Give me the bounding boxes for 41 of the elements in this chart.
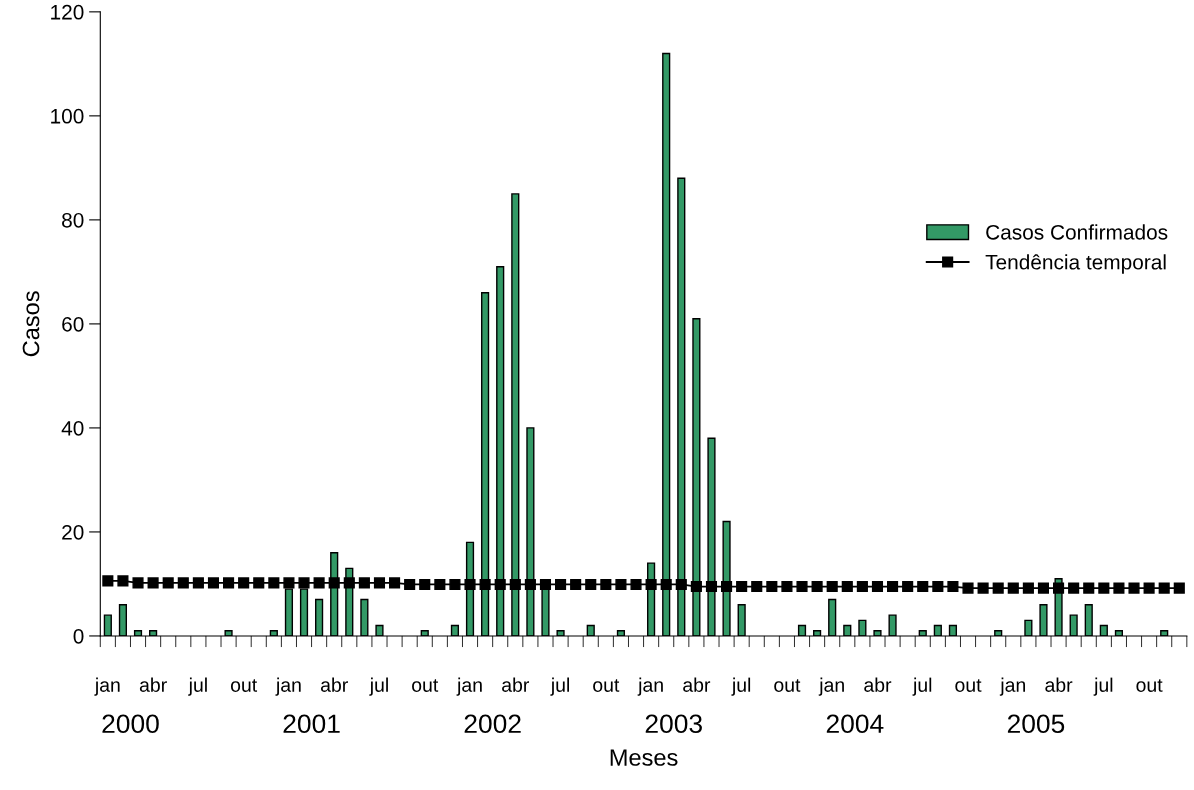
x-tick-label: jan <box>456 677 482 696</box>
x-tick-label: jan <box>275 677 301 696</box>
x-tick-label: jul <box>550 677 569 696</box>
legend-label: Casos Confirmados <box>986 224 1168 240</box>
text: 2005 <box>1007 714 1065 734</box>
x-tick-label: jul <box>188 677 207 696</box>
legend-label: Tendência temporal <box>985 254 1166 274</box>
y-axis-title: Casos <box>22 291 40 357</box>
x-tick-label: out <box>774 679 801 692</box>
text: 2000 <box>102 714 159 734</box>
x-tick-label: jul <box>1093 677 1113 696</box>
y-tick-label: 80 <box>62 212 84 228</box>
y-tick-label: 100 <box>51 108 84 124</box>
text: 2002 <box>464 714 521 734</box>
text: 2003 <box>645 714 702 734</box>
x-tick-label: jul <box>731 677 751 696</box>
x-tick-label: jul <box>369 677 388 696</box>
x-tick-label: jan <box>818 677 844 696</box>
text: 2001 <box>283 714 340 734</box>
text: 2004 <box>826 714 884 734</box>
x-tick-label: abr <box>683 677 711 692</box>
x-tick-label: out <box>412 679 439 692</box>
y-tick-label: 120 <box>51 4 84 20</box>
y-tick-label: 0 <box>73 628 84 644</box>
x-tick-label: out <box>230 679 258 692</box>
y-tick-label: 60 <box>62 316 84 332</box>
x-tick-label: abr <box>1045 677 1073 692</box>
y-tick-label: 40 <box>61 420 84 436</box>
x-tick-label: abr <box>139 677 167 692</box>
x-axis-title: Meses <box>610 749 678 766</box>
x-tick-label: abr <box>502 677 530 692</box>
x-tick-label: jan <box>94 677 120 696</box>
x-tick-label: jul <box>912 677 932 696</box>
x-tick-label: out <box>593 679 620 692</box>
x-tick-label: out <box>1136 679 1163 692</box>
y-tick-label: 20 <box>62 524 84 540</box>
x-tick-label: abr <box>320 677 348 692</box>
x-tick-label: jan <box>637 677 663 696</box>
x-tick-label: jan <box>999 677 1025 696</box>
x-tick-label: abr <box>864 677 892 692</box>
x-tick-label: out <box>955 679 982 692</box>
